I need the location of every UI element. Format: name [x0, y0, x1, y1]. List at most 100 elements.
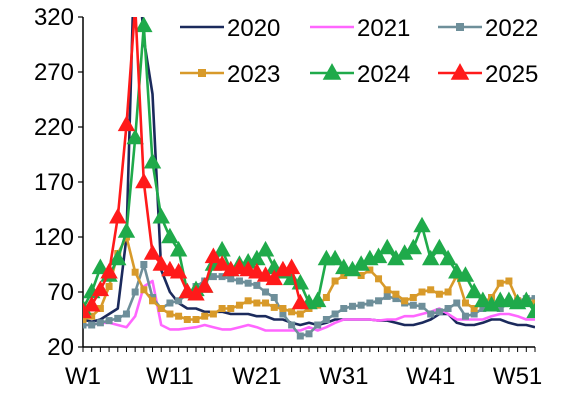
data-point-2025: [282, 258, 301, 275]
data-point-2022: [392, 295, 400, 303]
data-point-2023: [157, 305, 165, 312]
data-point-2023: [279, 305, 287, 312]
legend-marker: [198, 69, 206, 77]
series-line-2024: [83, 24, 535, 313]
data-point-2023: [209, 310, 217, 318]
data-point-2022: [253, 281, 261, 289]
series-2025: [83, 17, 310, 319]
x-tick-label: W1: [65, 363, 101, 390]
data-point-2023: [409, 294, 417, 301]
legend-label: 2023: [227, 61, 280, 88]
data-point-2023: [427, 286, 435, 294]
data-point-2023: [470, 305, 478, 312]
series-line-2020: [83, 17, 535, 329]
data-point-2023: [375, 275, 383, 283]
legend-item-2022: 2022: [438, 15, 538, 42]
data-point-2022: [96, 319, 104, 327]
series-2020: [83, 17, 535, 329]
data-point-2022: [331, 310, 339, 318]
data-point-2024: [517, 291, 535, 308]
data-point-2023: [496, 279, 504, 287]
data-point-2023: [105, 283, 113, 290]
data-point-2023: [201, 312, 209, 320]
data-point-2025: [143, 244, 162, 260]
data-point-2022: [166, 299, 174, 307]
data-point-2022: [140, 261, 148, 268]
data-point-2023: [366, 266, 374, 274]
data-point-2022: [383, 292, 391, 300]
legend-item-2021: 2021: [310, 15, 410, 42]
data-point-2023: [418, 288, 426, 296]
data-point-2022: [83, 321, 87, 329]
data-point-2023: [288, 308, 296, 316]
data-point-2022: [88, 321, 96, 329]
data-point-2023: [244, 297, 252, 305]
legend-label: 2020: [227, 15, 280, 42]
data-point-2022: [131, 288, 139, 296]
data-point-2023: [218, 305, 226, 312]
x-tick-label: W31: [319, 363, 368, 390]
data-point-2024: [248, 249, 266, 266]
data-point-2023: [357, 272, 365, 279]
data-point-2022: [235, 277, 243, 285]
legend: 2020 2021 2022 2023 2024 2025: [180, 15, 538, 88]
data-point-2023: [296, 310, 304, 318]
data-point-2025: [265, 269, 283, 286]
data-point-2024: [91, 258, 110, 275]
data-point-2024: [135, 17, 153, 33]
data-point-2025: [204, 247, 223, 264]
data-point-2025: [213, 255, 231, 271]
data-point-2023: [461, 299, 469, 307]
data-point-2022: [305, 330, 313, 338]
data-point-2025: [109, 207, 127, 224]
data-point-2024: [474, 291, 492, 308]
data-point-2022: [296, 332, 304, 340]
data-point-2023: [383, 286, 391, 294]
data-point-2024: [343, 260, 362, 277]
data-point-2022: [375, 297, 383, 305]
data-point-2023: [88, 312, 96, 320]
y-tick-label: 320: [34, 4, 74, 31]
data-point-2023: [175, 312, 183, 320]
x-tick-label: W21: [232, 363, 281, 390]
data-point-2022: [418, 302, 426, 310]
data-point-2024: [256, 240, 275, 257]
data-point-2022: [453, 299, 461, 307]
data-point-2024: [456, 266, 475, 282]
data-point-2023: [166, 310, 174, 318]
data-point-2024: [465, 282, 483, 299]
axes: 20 70 120 170 220 270 320 W1 W11 W21 W31 W41 W51: [34, 4, 542, 390]
data-point-2022: [322, 316, 330, 323]
data-point-2022: [105, 317, 113, 325]
y-tick-label: 20: [47, 334, 74, 361]
legend-item-2020: 2020: [180, 15, 280, 42]
data-point-2023: [96, 305, 104, 312]
data-point-2022: [314, 321, 322, 329]
data-point-2023: [83, 316, 87, 323]
data-point-2025: [117, 115, 136, 132]
data-point-2023: [270, 303, 278, 311]
data-point-2023: [183, 316, 191, 323]
x-tick-label: W51: [493, 363, 542, 390]
series-layer: [83, 17, 535, 340]
data-point-2025: [135, 172, 153, 189]
data-point-2024: [369, 247, 388, 264]
data-point-2023: [392, 290, 400, 298]
data-point-2023: [131, 268, 139, 276]
data-point-2024: [526, 302, 535, 319]
legend-marker: [450, 63, 470, 80]
data-point-2022: [288, 321, 296, 329]
data-point-2022: [262, 288, 270, 296]
legend-label: 2024: [357, 61, 410, 88]
y-tick-label: 270: [34, 59, 74, 86]
y-tick-label: 120: [34, 224, 74, 251]
data-point-2024: [161, 227, 179, 244]
data-point-2025: [100, 262, 118, 279]
data-point-2022: [122, 310, 130, 318]
data-point-2024: [117, 222, 136, 238]
data-point-2024: [352, 255, 370, 271]
data-point-2024: [395, 244, 414, 260]
data-point-2022: [244, 279, 252, 287]
data-point-2023: [262, 299, 270, 307]
data-point-2023: [322, 294, 330, 301]
